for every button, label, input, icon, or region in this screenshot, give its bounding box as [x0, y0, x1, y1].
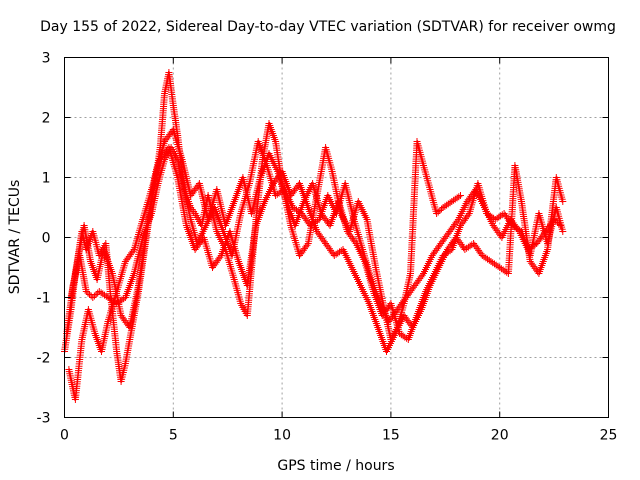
- data-point-interp: [455, 193, 463, 201]
- data-point-interp: [508, 220, 515, 228]
- data-point-interp: [477, 250, 485, 258]
- x-tick-label: 5: [169, 428, 178, 444]
- chart-title: Day 155 of 2022, Sidereal Day-to-day VTE…: [40, 19, 616, 35]
- y-tick-label: -3: [37, 411, 51, 427]
- data-point-interp: [436, 207, 444, 214]
- data-point: [559, 198, 567, 205]
- y-tick-label: -1: [37, 291, 51, 307]
- data-point-interp: [92, 291, 100, 298]
- data-point-interp: [129, 247, 137, 255]
- x-tick-label: 0: [60, 428, 69, 444]
- data-point: [457, 192, 464, 199]
- data-point-interp: [86, 291, 93, 298]
- x-axis-label: GPS time / hours: [277, 458, 394, 474]
- data-point: [559, 228, 567, 235]
- x-tick-label: 25: [600, 428, 618, 444]
- axis-ticks: 0 5 10 15 20 25 -3 -2 -1 0 1 2 3: [37, 51, 618, 444]
- data-point: [433, 210, 441, 217]
- y-tick-label: -2: [37, 351, 51, 367]
- x-tick-label: 15: [382, 428, 400, 444]
- x-tick-label: 10: [273, 428, 291, 444]
- y-tick-label: 1: [42, 171, 51, 187]
- y-axis-label: SDTVAR / TECUs: [7, 180, 23, 295]
- data-point-interp: [216, 253, 224, 261]
- y-tick-label: 3: [42, 51, 51, 67]
- data-point-interp: [351, 238, 359, 246]
- data-point: [82, 288, 90, 295]
- y-tick-label: 2: [42, 111, 51, 127]
- x-tick-label: 20: [491, 428, 509, 444]
- data-point-interp: [453, 217, 461, 225]
- data-point-interp: [418, 271, 426, 279]
- data-point-interp: [464, 211, 472, 219]
- data-point-interp: [303, 241, 311, 249]
- data-point-interp: [434, 208, 442, 216]
- data-point: [89, 294, 97, 301]
- y-tick-label: 0: [42, 231, 51, 247]
- data-points: [61, 69, 567, 403]
- data-point-interp: [90, 292, 98, 300]
- data-point-interp: [84, 289, 92, 297]
